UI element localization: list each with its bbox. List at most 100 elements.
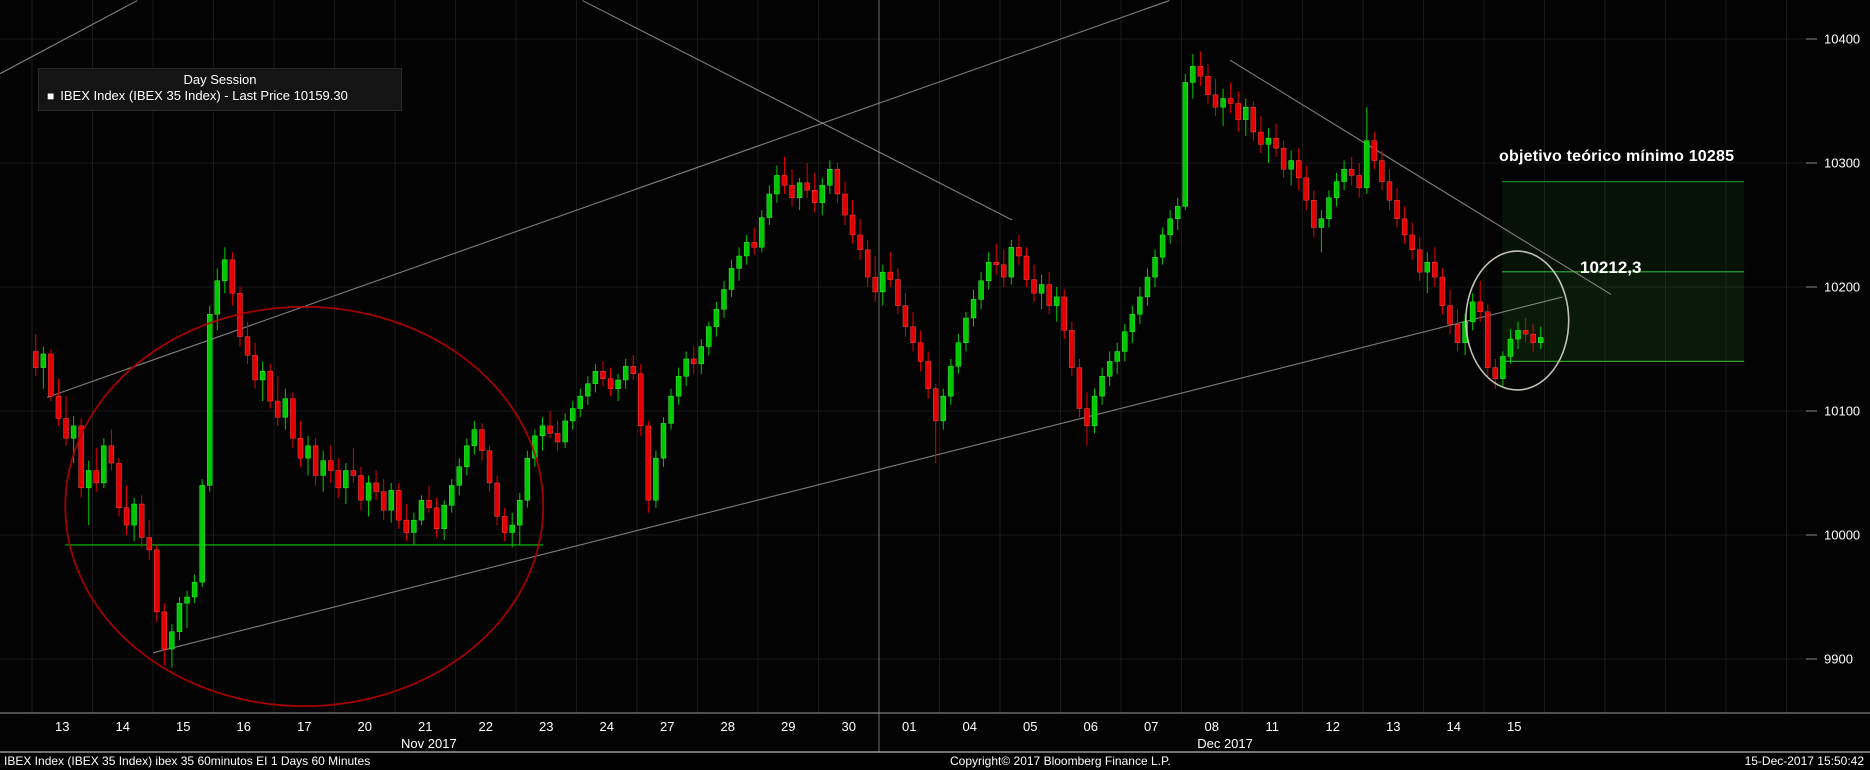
candle-down <box>1522 330 1529 335</box>
candle-down <box>1212 94 1219 108</box>
candle-down <box>501 516 508 533</box>
candle-down <box>275 400 281 418</box>
date-axis-label: 11 <box>1266 719 1280 734</box>
month-label: Dec 2017 <box>1197 736 1253 751</box>
candle-down <box>789 185 795 198</box>
candle-up <box>668 395 674 424</box>
candle-up <box>524 457 531 501</box>
candle-up <box>411 519 417 533</box>
candle-up <box>570 408 576 422</box>
series-marker-icon: ■ <box>47 89 55 103</box>
candle-down <box>638 373 644 427</box>
candle-down <box>328 460 334 471</box>
candle-down <box>108 445 115 464</box>
candle-up <box>660 423 667 459</box>
candle-down <box>1197 66 1204 77</box>
candle-down <box>1273 137 1279 149</box>
candle-down <box>872 276 878 293</box>
date-axis-label: 15 <box>1507 719 1521 734</box>
candle-up <box>40 353 47 368</box>
candle-down <box>607 378 614 389</box>
date-axis-label: 21 <box>418 719 432 734</box>
candle-up <box>1106 361 1113 377</box>
candle-up <box>827 168 833 186</box>
date-axis-label: 06 <box>1084 719 1098 734</box>
date-axis-label: 14 <box>116 719 130 734</box>
candle-down <box>494 482 500 517</box>
candle-up <box>766 193 773 218</box>
candle-up <box>759 217 765 248</box>
candle-down <box>902 305 909 327</box>
candle-down <box>63 418 69 439</box>
candle-up <box>1515 330 1521 340</box>
price-axis-label: 10000 <box>1824 528 1860 543</box>
date-axis-label: 15 <box>176 719 190 734</box>
date-axis-label: 22 <box>479 719 493 734</box>
trendline-left-corner <box>0 0 138 75</box>
candle-down <box>123 507 130 526</box>
candle-down <box>1477 301 1483 313</box>
date-axis-label: 07 <box>1144 719 1158 734</box>
candle-up <box>1144 276 1151 298</box>
candle-up <box>970 299 977 319</box>
candle-up <box>728 268 735 290</box>
candle-down <box>1409 234 1415 250</box>
chart-canvas[interactable]: 9900 10000 10100 10200 10300 10400 13 14 15 16 17 2… <box>0 0 1870 753</box>
candle-up <box>577 395 583 409</box>
candle-down <box>312 445 319 476</box>
candle-up <box>305 445 311 459</box>
candle-down <box>1001 264 1007 278</box>
price-callout-annotation: 10212,3 <box>1580 258 1642 277</box>
candle-down <box>358 475 364 501</box>
candle-up <box>1326 197 1332 220</box>
candle-up <box>721 289 727 310</box>
candle-up <box>539 425 546 437</box>
candle-down <box>1061 296 1067 331</box>
candle-down <box>1371 140 1378 161</box>
candle-down <box>48 353 54 397</box>
candle-up <box>880 271 886 293</box>
candle-up <box>1099 376 1105 397</box>
candle-down <box>993 262 999 265</box>
date-axis-label: 13 <box>1386 719 1400 734</box>
candle-down <box>154 549 160 613</box>
date-axis-label: 20 <box>358 719 372 734</box>
candle-up <box>1159 234 1166 258</box>
price-axis-label: 9900 <box>1824 652 1853 667</box>
candle-up <box>343 470 349 489</box>
candle-down <box>1303 177 1309 201</box>
target-zone-upper <box>1502 181 1745 272</box>
candle-up <box>1008 247 1015 278</box>
candle-up <box>963 317 969 343</box>
candle-down <box>1394 199 1400 219</box>
candle-down <box>229 259 236 294</box>
candle-up <box>1364 140 1370 188</box>
candle-up <box>418 500 425 521</box>
candle-up <box>464 445 470 468</box>
candle-down <box>600 371 606 379</box>
candle-down <box>547 425 553 434</box>
candle-down <box>834 168 841 195</box>
candle-down <box>267 371 273 402</box>
price-axis-label: 10300 <box>1824 156 1860 171</box>
candle-up <box>713 309 720 327</box>
trendline-descending-upper <box>582 0 1013 221</box>
candle-up <box>471 429 478 446</box>
candle-up <box>365 482 372 501</box>
candle-down <box>1417 249 1423 273</box>
candle-up <box>1137 296 1143 315</box>
status-copyright: Copyright© 2017 Bloomberg Finance L.P. <box>950 754 1171 768</box>
candle-down <box>630 366 636 374</box>
candle-down <box>1311 199 1317 228</box>
candle-up <box>1129 314 1136 332</box>
candle-up <box>743 242 750 257</box>
candle-down <box>781 175 788 186</box>
candle-up <box>320 460 326 476</box>
candle-down <box>1016 247 1022 257</box>
candle-down <box>691 358 697 365</box>
candle-down <box>380 491 387 511</box>
candle-up <box>388 490 394 511</box>
candle-up <box>184 596 190 604</box>
candle-down <box>93 470 99 484</box>
